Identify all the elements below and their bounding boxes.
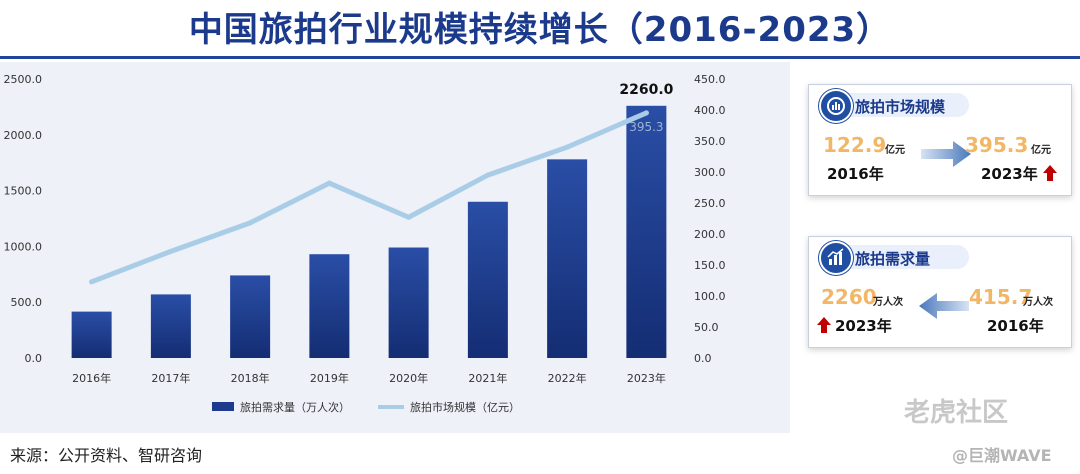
x-tick-label: 2016年 bbox=[72, 371, 111, 385]
bar-2023年 bbox=[626, 105, 667, 358]
market-2016-unit: 亿元 bbox=[885, 145, 905, 156]
line-point-2018年 bbox=[247, 220, 253, 226]
arrow-up-icon bbox=[1043, 165, 1057, 181]
watermark-sub: @巨潮WAVE bbox=[952, 446, 1052, 465]
y-right-tick-label: 250.0 bbox=[694, 197, 726, 210]
x-tick-label: 2019年 bbox=[310, 371, 349, 385]
x-tick-label: 2022年 bbox=[548, 371, 587, 385]
bar-2021年 bbox=[467, 201, 508, 358]
line-value-label: 395.3 bbox=[629, 120, 663, 134]
arrow-left-icon bbox=[919, 293, 969, 319]
y-left-tick-label: 0.0 bbox=[25, 352, 43, 365]
y-right-tick-label: 150.0 bbox=[694, 259, 726, 272]
market-2023-year: 2023年 bbox=[981, 165, 1038, 183]
x-tick-label: 2023年 bbox=[627, 371, 666, 385]
legend-label-bar: 旅拍需求量（万人次） bbox=[240, 400, 350, 414]
chart-pie-icon bbox=[819, 89, 853, 123]
x-tick-label: 2021年 bbox=[468, 371, 507, 385]
combo-chart: 0.0 500.0 1000.0 1500.0 2000.0 2500.0 0.0 50.0… bbox=[4, 73, 726, 414]
bar-2018年 bbox=[230, 275, 271, 358]
watermark-main: 老虎社区 bbox=[904, 398, 1009, 428]
demand-2023-unit: 万人次 bbox=[873, 297, 903, 308]
market-2023-value: 395.3 bbox=[965, 133, 1029, 157]
y-right-tick-label: 0.0 bbox=[694, 352, 712, 365]
arrow-up-icon bbox=[817, 317, 831, 333]
page-title: 中国旅拍行业规模持续增长（2016-2023） bbox=[188, 10, 892, 50]
market-2016-value: 122.9 bbox=[823, 133, 887, 157]
legend-label-line: 旅拍市场规模（亿元） bbox=[410, 400, 520, 414]
market-size-card-header: 旅拍市场规模 bbox=[819, 89, 969, 123]
arrow-right-icon bbox=[921, 141, 971, 167]
demand-2023-value: 2260 bbox=[821, 285, 877, 309]
bar-chart-icon bbox=[819, 241, 853, 275]
y-right-tick-label: 300.0 bbox=[694, 166, 726, 179]
y-right-tick-label: 400.0 bbox=[694, 104, 726, 117]
bar-2017年 bbox=[150, 294, 191, 358]
demand-card: 旅拍需求量 2260 万人次 2023年 415.7 万人次 2016年 bbox=[808, 236, 1072, 348]
market-size-card: 旅拍市场规模 122.9 亿元 2016年 395.3 亿元 2023年 bbox=[808, 84, 1072, 196]
line-point-2023年 bbox=[643, 110, 649, 116]
market-2016-year: 2016年 bbox=[827, 165, 884, 183]
demand-2023-year: 2023年 bbox=[835, 317, 892, 335]
source-note: 来源：公开资料、智研咨询 bbox=[10, 446, 203, 465]
line-point-2020年 bbox=[406, 214, 412, 220]
demand-2016-unit: 万人次 bbox=[1023, 297, 1053, 308]
x-tick-label: 2018年 bbox=[231, 371, 270, 385]
line-point-2022年 bbox=[564, 144, 570, 150]
y-left-tick-label: 1000.0 bbox=[4, 240, 43, 253]
line-point-2019年 bbox=[326, 180, 332, 186]
title-divider bbox=[0, 56, 1080, 59]
y-left-tick-label: 1500.0 bbox=[4, 185, 43, 198]
bar-2019年 bbox=[309, 254, 350, 358]
line-point-2016年 bbox=[89, 279, 95, 285]
bar-2020年 bbox=[388, 247, 429, 358]
demand-2016-value: 415.7 bbox=[969, 285, 1033, 309]
y-left-tick-label: 2000.0 bbox=[4, 129, 43, 142]
y-right-tick-label: 450.0 bbox=[694, 73, 726, 86]
market-2023-unit: 亿元 bbox=[1031, 145, 1051, 156]
y-right-tick-label: 350.0 bbox=[694, 135, 726, 148]
legend-swatch-bar bbox=[212, 402, 234, 411]
line-point-2021年 bbox=[485, 172, 491, 178]
demand-card-header: 旅拍需求量 bbox=[819, 241, 969, 275]
y-left-tick-label: 500.0 bbox=[11, 296, 43, 309]
x-tick-label: 2020年 bbox=[389, 371, 428, 385]
bar-2016年 bbox=[71, 311, 112, 358]
y-right-tick-label: 200.0 bbox=[694, 228, 726, 241]
y-right-tick-label: 100.0 bbox=[694, 290, 726, 303]
demand-card-title: 旅拍需求量 bbox=[855, 250, 931, 268]
bar-2022年 bbox=[547, 159, 588, 358]
x-tick-label: 2017年 bbox=[151, 371, 190, 385]
y-left-tick-label: 2500.0 bbox=[4, 73, 43, 86]
market-size-card-title: 旅拍市场规模 bbox=[855, 98, 946, 116]
bar-value-label: 2260.0 bbox=[619, 82, 673, 98]
y-right-tick-label: 50.0 bbox=[694, 321, 719, 334]
demand-2016-year: 2016年 bbox=[987, 317, 1044, 335]
market-size-line bbox=[89, 110, 649, 285]
line-point-2017年 bbox=[168, 248, 174, 254]
